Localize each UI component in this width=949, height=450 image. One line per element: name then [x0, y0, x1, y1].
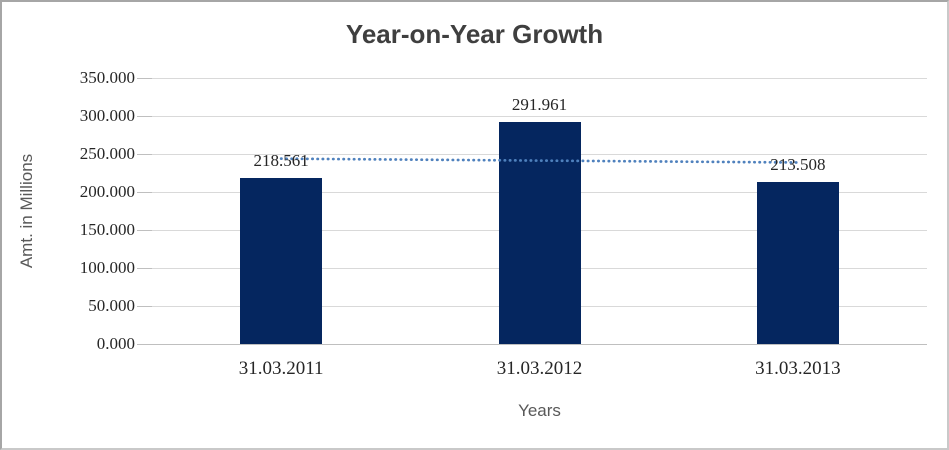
- y-tick-label: 250.000: [79, 144, 135, 163]
- bar: [756, 181, 839, 344]
- bar: [498, 122, 581, 344]
- y-tick-label: 0.000: [96, 334, 135, 353]
- x-axis-title: Years: [518, 401, 561, 420]
- bar: [240, 177, 323, 344]
- y-tick-label: 150.000: [79, 220, 135, 239]
- y-axis-tick: [137, 344, 152, 345]
- y-tick-label: 350.000: [79, 68, 135, 87]
- gridline: [152, 116, 927, 117]
- x-tick-label: 31.03.2011: [238, 358, 324, 379]
- data-label: 218.561: [253, 150, 309, 170]
- y-axis-tick: [137, 230, 152, 231]
- data-label: 291.961: [511, 95, 568, 115]
- y-tick-label: 100.000: [79, 258, 135, 277]
- x-tick-label: 31.03.2012: [496, 358, 583, 379]
- y-axis-tick: [137, 78, 152, 79]
- x-axis-line: [152, 344, 927, 345]
- trendline-path: [279, 157, 800, 164]
- gridline: [152, 78, 927, 79]
- trendline: [279, 157, 800, 164]
- y-tick-label: 300.000: [79, 106, 135, 125]
- chart-title: Year-on-Year Growth: [345, 19, 604, 49]
- y-tick-label: 50.000: [88, 296, 135, 315]
- y-tick-label: 200.000: [79, 182, 135, 201]
- data-label: 213.508: [770, 154, 826, 174]
- y-axis-tick: [137, 268, 152, 269]
- y-axis-tick: [137, 306, 152, 307]
- y-axis-tick: [137, 192, 152, 193]
- y-axis-tick: [137, 154, 152, 155]
- y-axis-tick: [137, 116, 152, 117]
- x-tick-label: 31.03.2013: [755, 358, 841, 379]
